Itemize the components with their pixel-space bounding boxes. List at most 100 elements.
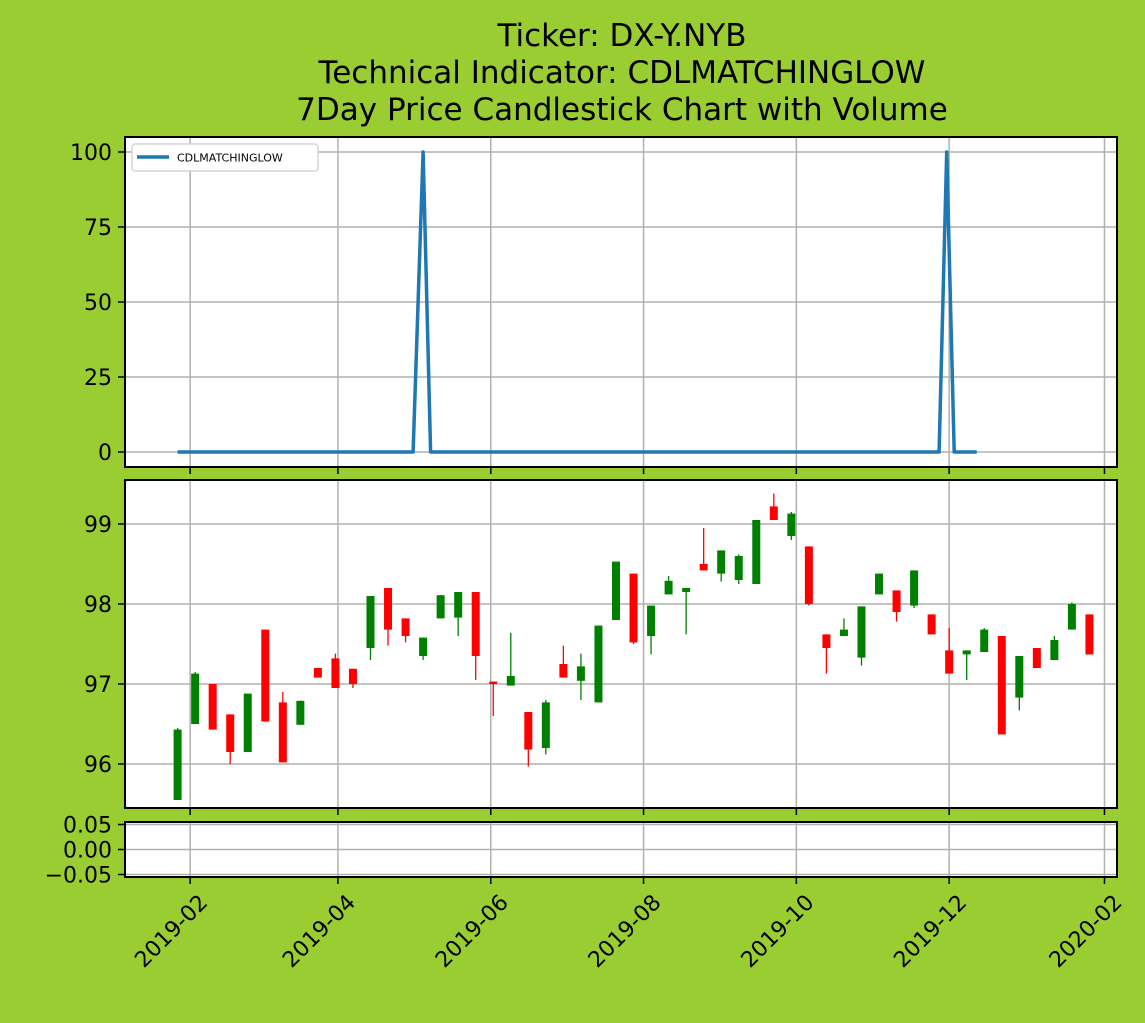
candle-body [805, 546, 813, 604]
candle-body [700, 564, 708, 570]
indicator-y-tick-label: 75 [84, 216, 112, 241]
volume-y-tick-label: 0.05 [63, 813, 112, 838]
indicator-y-tick-label: 50 [84, 291, 112, 316]
candle-body [454, 592, 462, 618]
candle-body [524, 712, 532, 750]
candle [331, 654, 339, 688]
candle [261, 630, 269, 722]
candle [910, 570, 918, 608]
indicator-y-tick-label: 25 [84, 366, 112, 391]
candle [279, 692, 287, 762]
candle-body [857, 606, 865, 657]
candle-body [875, 574, 883, 595]
candle-body [594, 626, 602, 703]
candle-body [472, 592, 480, 656]
candle [1033, 648, 1041, 668]
price-y-tick-label: 97 [84, 673, 112, 698]
candle-body [331, 658, 339, 688]
candle-body [893, 590, 901, 612]
candle [612, 562, 620, 620]
volume-y-tick-label: 0.00 [63, 838, 112, 863]
candle [244, 694, 252, 752]
candle-body [174, 730, 182, 800]
candle [1085, 614, 1093, 654]
candle-body [928, 614, 936, 634]
candle-body [822, 634, 830, 648]
legend-label: CDLMATCHINGLOW [177, 152, 283, 165]
candle-body [314, 668, 322, 678]
candle-body [577, 666, 585, 680]
candle [191, 672, 199, 724]
candle [735, 554, 743, 584]
price-panel: 96 97 98 99 [84, 480, 1117, 815]
candle-body [366, 596, 374, 648]
candle [752, 520, 760, 584]
candle-body [559, 664, 567, 678]
price-plot-area [125, 480, 1117, 808]
candle-body [630, 574, 638, 643]
candle-body [296, 701, 304, 725]
candle-body [419, 638, 427, 656]
candle-body [542, 702, 550, 748]
volume-y-tick-label: −0.05 [45, 863, 112, 888]
candle-body [963, 650, 971, 654]
price-y-tick-label: 96 [84, 753, 112, 778]
candle [174, 728, 182, 800]
candle [805, 546, 813, 605]
candle-body [507, 676, 515, 686]
price-y-tick-label: 99 [84, 513, 112, 538]
candle-body [1068, 604, 1076, 630]
indicator-legend: CDLMATCHINGLOW [132, 144, 318, 171]
candle-body [1085, 614, 1093, 654]
candle [296, 701, 304, 725]
candle-body [735, 556, 743, 580]
candle-body [489, 682, 497, 684]
price-y-tick-label: 98 [84, 593, 112, 618]
candle-body [384, 588, 392, 630]
candle [437, 595, 445, 618]
candle-body [998, 636, 1006, 734]
candle-body [910, 570, 918, 605]
indicator-panel: 0 25 50 75 100 CDLMATCHINGLOW [70, 137, 1117, 474]
candle-body [980, 630, 988, 652]
candle [980, 628, 988, 652]
candle [998, 636, 1006, 734]
candle-body [717, 550, 725, 573]
candle [594, 626, 602, 703]
candle-body [612, 562, 620, 620]
candle-body [279, 702, 287, 762]
candle-body [261, 630, 269, 722]
indicator-y-tick-label: 100 [70, 141, 112, 166]
candle [875, 574, 883, 595]
indicator-y-tick-label: 0 [98, 441, 112, 466]
candle-body [1015, 656, 1023, 698]
candle [1068, 602, 1076, 629]
candle-body [682, 588, 690, 592]
candle [928, 614, 936, 634]
candle-body [402, 618, 410, 636]
candle-body [840, 630, 848, 636]
candle-body [1050, 640, 1058, 660]
candle-body [226, 714, 234, 752]
candle-body [349, 669, 357, 684]
candle [787, 512, 795, 540]
title-line-2: Technical Indicator: CDLMATCHINGLOW [318, 55, 926, 91]
candle-body [945, 650, 953, 673]
candle [542, 700, 550, 754]
candle-body [1033, 648, 1041, 668]
candle-body [665, 581, 673, 595]
candle-body [191, 674, 199, 724]
candle-body [787, 514, 795, 536]
candle-body [752, 520, 760, 584]
candle [314, 668, 322, 678]
candle-body [647, 606, 655, 636]
candle-body [244, 694, 252, 752]
candle-body [770, 506, 778, 520]
candle-body [209, 684, 217, 730]
title-line-3: 7Day Price Candlestick Chart with Volume [296, 92, 948, 128]
title-line-1: Ticker: DX-Y.NYB [496, 18, 746, 54]
candle [209, 684, 217, 730]
candle [857, 606, 865, 665]
